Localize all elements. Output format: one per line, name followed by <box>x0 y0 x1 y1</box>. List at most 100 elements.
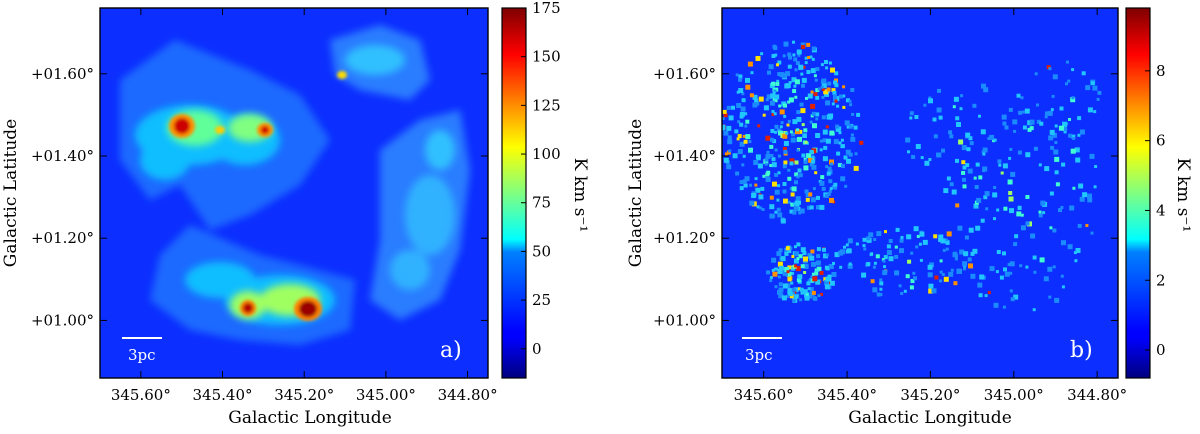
emission-pixel <box>792 89 797 93</box>
emission-pixel <box>1062 121 1068 127</box>
emission-pixel <box>823 89 829 95</box>
emission-pixel <box>1024 108 1030 114</box>
colorbar-tick-label: 75 <box>532 194 551 212</box>
emission-pixel <box>765 153 771 159</box>
emission-pixel <box>810 249 815 254</box>
emission-pixel <box>741 163 745 167</box>
emission-pixel <box>963 251 969 257</box>
emission-pixel <box>981 83 986 89</box>
emission-pixel <box>983 195 988 200</box>
emission-pixel <box>928 96 932 100</box>
emission-pixel <box>847 238 853 244</box>
emission-pixel <box>762 113 766 117</box>
emission-pixel <box>794 68 798 72</box>
emission-pixel <box>789 209 794 214</box>
emission-pixel <box>774 189 780 195</box>
emission-pixel <box>779 125 783 129</box>
emission-pixel <box>828 281 832 285</box>
emission-pixel <box>813 92 818 97</box>
emission-pixel <box>792 202 796 206</box>
emission-pixel <box>764 157 769 162</box>
emission-pixel <box>992 139 996 143</box>
emission-pixel <box>777 184 781 188</box>
emission-pixel <box>783 114 787 118</box>
emission-pixel <box>840 144 845 149</box>
emission-pixel <box>1013 129 1017 133</box>
emission-pixel <box>1027 127 1032 132</box>
emission-pixel <box>756 205 760 209</box>
emission-pixel <box>899 238 904 243</box>
emission-pixel <box>955 116 960 121</box>
emission-pixel <box>774 210 778 214</box>
emission-pixel <box>819 270 824 275</box>
emission-pixel <box>875 254 880 259</box>
emission-pixel <box>1009 147 1013 151</box>
emission-pixel <box>795 129 800 135</box>
emission-pixel <box>946 176 951 181</box>
emission-pixel <box>744 176 750 182</box>
emission-pixel <box>932 117 937 122</box>
emission-pixel <box>1044 166 1050 172</box>
emission-pixel <box>848 99 852 103</box>
emission-pixel <box>769 195 774 200</box>
emission-pixel <box>776 207 781 212</box>
emission-pixel <box>759 206 763 210</box>
emission-pixel <box>903 289 907 293</box>
emission-pixel <box>782 182 787 186</box>
emission-pixel <box>774 130 777 134</box>
emission-pixel <box>838 131 842 135</box>
emission-pixel <box>804 140 808 144</box>
emission-pixel <box>1008 156 1012 160</box>
emission-pixel <box>1039 257 1045 263</box>
emission-pixel <box>989 134 995 140</box>
emission-pixel <box>937 88 941 93</box>
emission-pixel <box>918 242 922 246</box>
x-tick-label: 345.60° <box>111 386 171 404</box>
emission-pixel <box>737 120 741 124</box>
emission-pixel <box>772 271 778 277</box>
emission-pixel <box>728 149 732 153</box>
emission-pixel <box>958 139 964 145</box>
emission-pixel <box>1004 125 1009 130</box>
emission-pixel <box>1075 157 1081 163</box>
emission-pixel <box>824 284 830 290</box>
emission-pixel <box>862 237 867 242</box>
emission-pixel <box>830 67 835 73</box>
emission-pixel <box>859 140 864 145</box>
emission-pixel <box>1049 226 1053 230</box>
emission-pixel <box>749 183 753 187</box>
emission-pixel <box>1078 183 1084 189</box>
emission-pixel <box>826 171 831 176</box>
emission-pixel <box>814 271 819 276</box>
emission-pixel <box>1094 165 1098 168</box>
emission-pixel <box>980 218 985 223</box>
emission-pixel <box>968 136 973 141</box>
emission-pixel <box>774 285 778 289</box>
map-background <box>722 8 1118 378</box>
emission-pixel <box>758 96 764 102</box>
emission-pixel <box>1085 85 1091 91</box>
emission-pixel <box>866 237 872 243</box>
emission-pixel <box>1043 276 1049 282</box>
emission-pixel <box>777 261 783 267</box>
emission-pixel <box>982 169 986 173</box>
emission-pixel <box>825 276 831 282</box>
emission-pixel <box>834 83 839 88</box>
emission-pixel <box>804 189 809 194</box>
emission-pixel <box>815 260 821 266</box>
emission-pixel <box>955 158 959 163</box>
emission-pixel <box>940 238 946 244</box>
emission-pixel <box>962 261 968 267</box>
emission-pixel <box>796 110 801 115</box>
emission-pixel <box>795 266 801 272</box>
x-tick-label: 345.60° <box>734 386 794 404</box>
emission-pixel <box>870 279 875 284</box>
emission-pixel <box>1096 97 1100 101</box>
emission-pixel <box>723 157 729 163</box>
emission-pixel <box>813 74 817 78</box>
emission-pixel <box>832 91 837 95</box>
emission-pixel <box>824 60 828 64</box>
emission-pixel <box>816 247 821 252</box>
colorbar-tick-label: 150 <box>532 48 561 66</box>
